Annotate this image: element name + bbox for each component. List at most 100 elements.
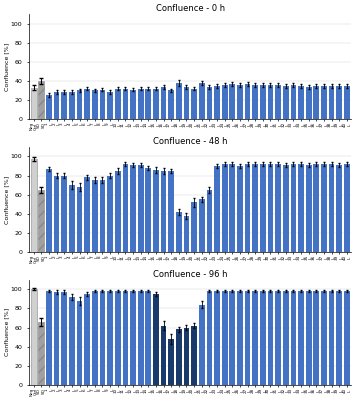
Bar [283, 86, 289, 119]
Bar [38, 81, 44, 119]
Bar [191, 202, 197, 252]
Bar [237, 291, 243, 385]
Bar [237, 85, 243, 119]
Bar [61, 92, 67, 119]
Bar [46, 95, 52, 119]
Bar [176, 83, 182, 119]
Bar [122, 88, 128, 119]
Bar [122, 164, 128, 252]
Bar [290, 85, 296, 119]
Bar [77, 301, 82, 385]
Bar [107, 291, 113, 385]
Bar [92, 90, 98, 119]
Bar [344, 164, 350, 252]
Bar [252, 85, 258, 119]
Y-axis label: Confluence [%]: Confluence [%] [4, 308, 9, 356]
Bar [306, 87, 312, 119]
Bar [336, 291, 342, 385]
Bar [161, 326, 166, 385]
Bar [84, 178, 90, 252]
Bar [321, 164, 327, 252]
Bar [46, 169, 52, 252]
Bar [329, 86, 334, 119]
Bar [229, 84, 235, 119]
Bar [130, 90, 136, 119]
Bar [191, 326, 197, 385]
Title: Confluence - 0 h: Confluence - 0 h [156, 4, 225, 13]
Bar [321, 291, 327, 385]
Bar [222, 85, 227, 119]
Bar [153, 294, 159, 385]
Bar [84, 88, 90, 119]
Bar [138, 88, 143, 119]
Bar [31, 159, 37, 252]
Bar [199, 200, 205, 252]
Bar [268, 164, 273, 252]
Bar [145, 88, 151, 119]
Bar [206, 190, 212, 252]
Bar [84, 294, 90, 385]
Bar [306, 291, 312, 385]
Bar [245, 164, 250, 252]
Bar [92, 180, 98, 252]
Bar [145, 291, 151, 385]
Bar [313, 164, 319, 252]
Bar [61, 292, 67, 385]
Bar [268, 291, 273, 385]
Bar [245, 291, 250, 385]
Bar [115, 88, 121, 119]
Bar [283, 291, 289, 385]
Bar [275, 164, 281, 252]
Bar [199, 83, 205, 119]
Bar [214, 291, 220, 385]
Bar [77, 90, 82, 119]
Bar [229, 291, 235, 385]
Bar [344, 86, 350, 119]
Bar [168, 339, 174, 385]
Bar [92, 291, 98, 385]
Bar [145, 168, 151, 252]
Bar [222, 164, 227, 252]
Bar [130, 291, 136, 385]
Bar [298, 164, 304, 252]
Bar [184, 87, 189, 119]
Bar [69, 185, 75, 252]
Bar [206, 291, 212, 385]
Bar [229, 164, 235, 252]
Bar [290, 291, 296, 385]
Bar [191, 88, 197, 119]
Bar [283, 165, 289, 252]
Bar [61, 176, 67, 252]
Bar [161, 87, 166, 119]
Bar [298, 86, 304, 119]
Bar [252, 164, 258, 252]
Bar [168, 171, 174, 252]
Bar [115, 291, 121, 385]
Bar [138, 291, 143, 385]
Bar [336, 86, 342, 119]
Bar [252, 291, 258, 385]
Bar [298, 291, 304, 385]
Bar [260, 291, 266, 385]
Bar [46, 291, 52, 385]
Bar [214, 166, 220, 252]
Bar [153, 170, 159, 252]
Bar [275, 85, 281, 119]
Bar [206, 87, 212, 119]
Bar [138, 165, 143, 252]
Bar [306, 165, 312, 252]
Bar [313, 86, 319, 119]
Bar [290, 164, 296, 252]
Bar [54, 292, 59, 385]
Bar [107, 92, 113, 119]
Bar [260, 164, 266, 252]
Bar [176, 212, 182, 252]
Bar [38, 322, 44, 385]
Bar [153, 88, 159, 119]
Bar [107, 176, 113, 252]
Bar [336, 165, 342, 252]
Bar [214, 86, 220, 119]
Bar [77, 187, 82, 252]
Bar [329, 291, 334, 385]
Bar [69, 92, 75, 119]
